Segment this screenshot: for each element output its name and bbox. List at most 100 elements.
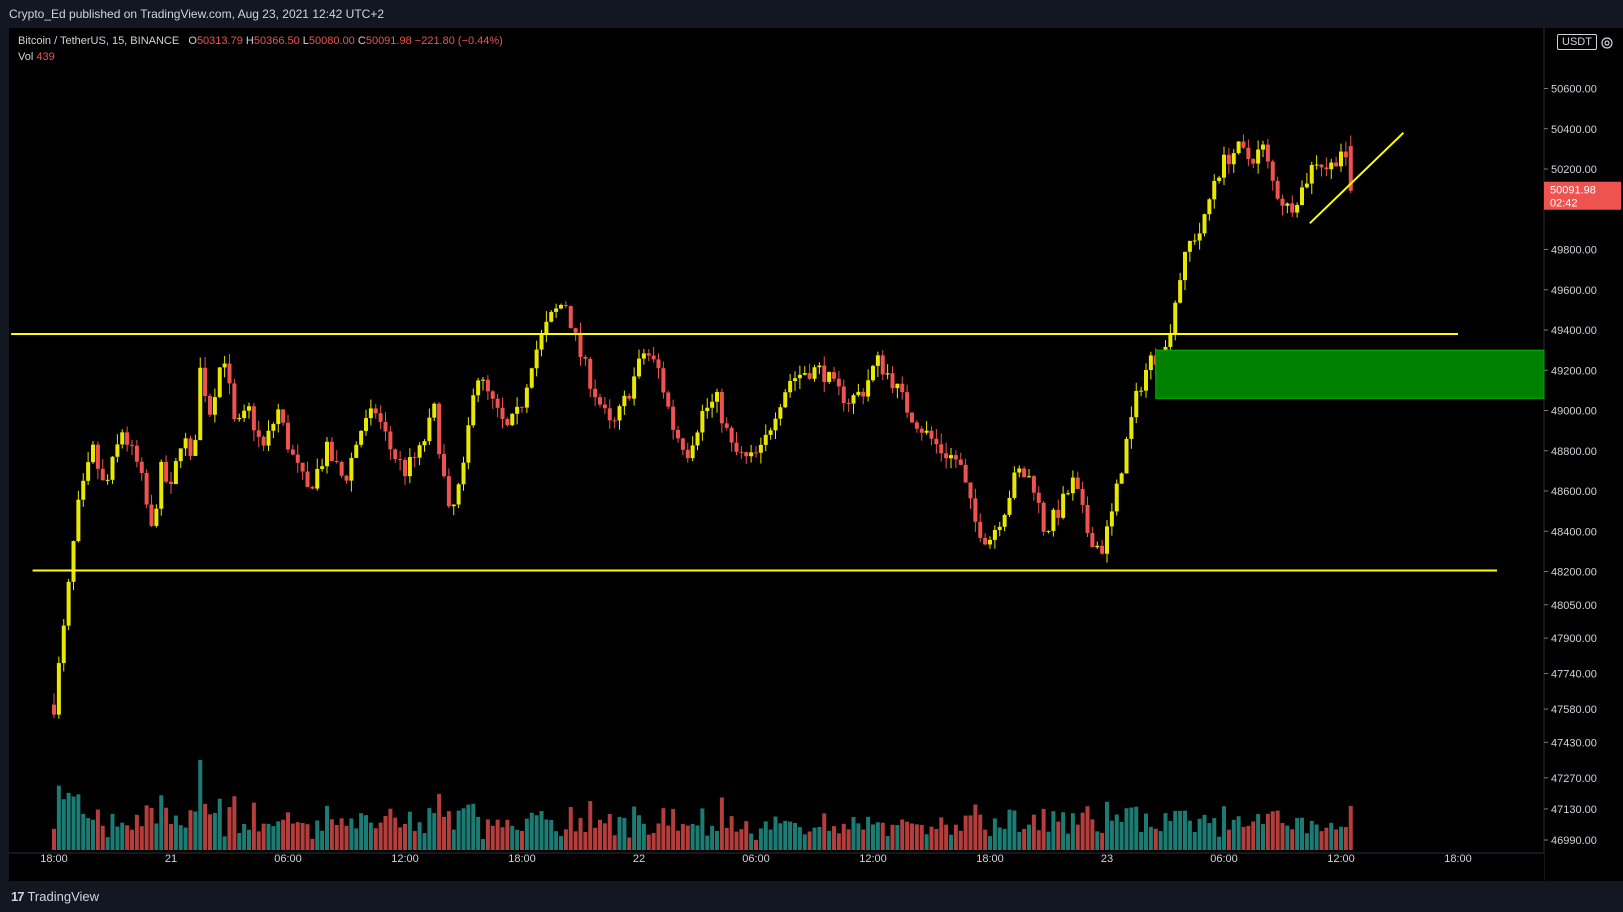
time-axis-panel[interactable]: [9, 853, 1544, 881]
volume-bar: [944, 824, 949, 850]
volume-bar: [724, 827, 729, 850]
tradingview-logo-icon: 17: [11, 889, 25, 904]
candle-body: [744, 452, 749, 457]
volume-bar: [495, 819, 500, 850]
price-tick-label: 47900.00: [1551, 633, 1597, 645]
volume-bar: [471, 803, 476, 850]
volume-bar: [227, 807, 232, 850]
candle-body: [724, 423, 729, 428]
volume-bar: [988, 836, 992, 850]
candle-body: [1187, 240, 1192, 252]
candle-body: [1090, 533, 1095, 548]
volume-bar: [222, 836, 227, 850]
candle-body: [832, 372, 836, 379]
candle-body: [164, 461, 169, 482]
volume-bar: [939, 817, 944, 850]
volume-bar: [305, 824, 310, 850]
candle-body: [398, 459, 403, 461]
trendline[interactable]: [1309, 132, 1405, 225]
candle-body: [646, 353, 651, 356]
candle-body: [1304, 183, 1309, 188]
candle-body: [939, 444, 944, 454]
candle-body: [1178, 280, 1183, 303]
candle-body: [193, 440, 198, 456]
currency-button[interactable]: USDT: [1557, 34, 1597, 50]
volume-bar: [1036, 830, 1041, 850]
volume-bar: [1212, 818, 1217, 850]
volume-bar: [807, 831, 812, 850]
symbol-name[interactable]: Bitcoin / TetherUS, 15, BINANCE: [18, 35, 180, 47]
candle-body: [1041, 502, 1046, 532]
candle-body: [924, 430, 929, 433]
candle-body: [549, 311, 554, 322]
candle-body: [1046, 530, 1051, 532]
candle-body: [81, 480, 86, 500]
volume-bar: [1027, 824, 1031, 850]
candle-body: [100, 468, 105, 481]
candle-body: [783, 392, 788, 408]
volume-bar: [612, 835, 617, 850]
candle-body: [188, 438, 193, 456]
volume-bar: [641, 823, 646, 850]
candle-body: [680, 438, 685, 450]
settings-icon[interactable]: [1600, 36, 1614, 50]
candle-body: [827, 372, 832, 382]
volume-bar: [76, 794, 81, 850]
volume-bar: [1139, 831, 1144, 850]
countdown-label: 02:42: [1550, 198, 1578, 210]
volume-bar: [110, 813, 115, 850]
candle-body: [880, 355, 885, 375]
candle-body: [232, 383, 237, 420]
candle-body: [1192, 240, 1197, 242]
candle-body: [208, 396, 212, 415]
volume-bar: [900, 819, 905, 850]
tradingview-logo[interactable]: 17 TradingView: [11, 889, 99, 904]
candle-body: [856, 391, 861, 396]
candle-body: [661, 368, 666, 393]
volume-bar: [344, 825, 349, 850]
candle-body: [485, 379, 490, 392]
candle-body: [685, 449, 690, 459]
candle-body: [339, 461, 344, 476]
candle-body: [1261, 144, 1265, 150]
volume-bar: [1163, 813, 1168, 850]
demand-zone[interactable]: [1155, 349, 1545, 399]
candle-body: [719, 391, 724, 424]
chart-area[interactable]: [9, 28, 1544, 907]
candle-body: [866, 380, 871, 397]
volume-bar: [1051, 811, 1056, 850]
time-tick-label: 12:00: [391, 853, 419, 865]
candle-body: [968, 482, 973, 499]
volume-bar: [544, 819, 549, 850]
volume-bar: [86, 818, 91, 850]
volume-label[interactable]: Vol: [18, 51, 34, 63]
candle-body: [1100, 545, 1105, 554]
volume-bar: [690, 824, 695, 850]
candle-body: [212, 397, 217, 415]
candle-body: [1095, 545, 1100, 548]
candle-body: [1148, 355, 1153, 370]
candle-body: [422, 441, 427, 446]
volume-bar: [1119, 821, 1124, 850]
price-axis-panel[interactable]: [1544, 28, 1623, 881]
candle-body: [822, 365, 827, 382]
candle-body: [1075, 477, 1080, 489]
volume-bar: [607, 814, 612, 850]
time-tick-label: 18:00: [40, 853, 68, 865]
volume-bar: [276, 821, 281, 850]
volume-bar: [139, 826, 144, 850]
volume-bar: [578, 818, 583, 850]
candle-body: [178, 448, 183, 462]
volume-bar: [130, 829, 134, 850]
volume-bar: [451, 829, 456, 850]
candle-body: [715, 391, 719, 402]
time-tick-label: 18:00: [1444, 853, 1472, 865]
volume-bar: [417, 822, 422, 850]
volume-bar: [61, 799, 66, 850]
volume-bar: [466, 804, 471, 850]
volume-bar: [773, 816, 778, 850]
candle-body: [256, 430, 261, 437]
volume-bar: [666, 825, 671, 850]
volume-bar: [758, 828, 763, 850]
